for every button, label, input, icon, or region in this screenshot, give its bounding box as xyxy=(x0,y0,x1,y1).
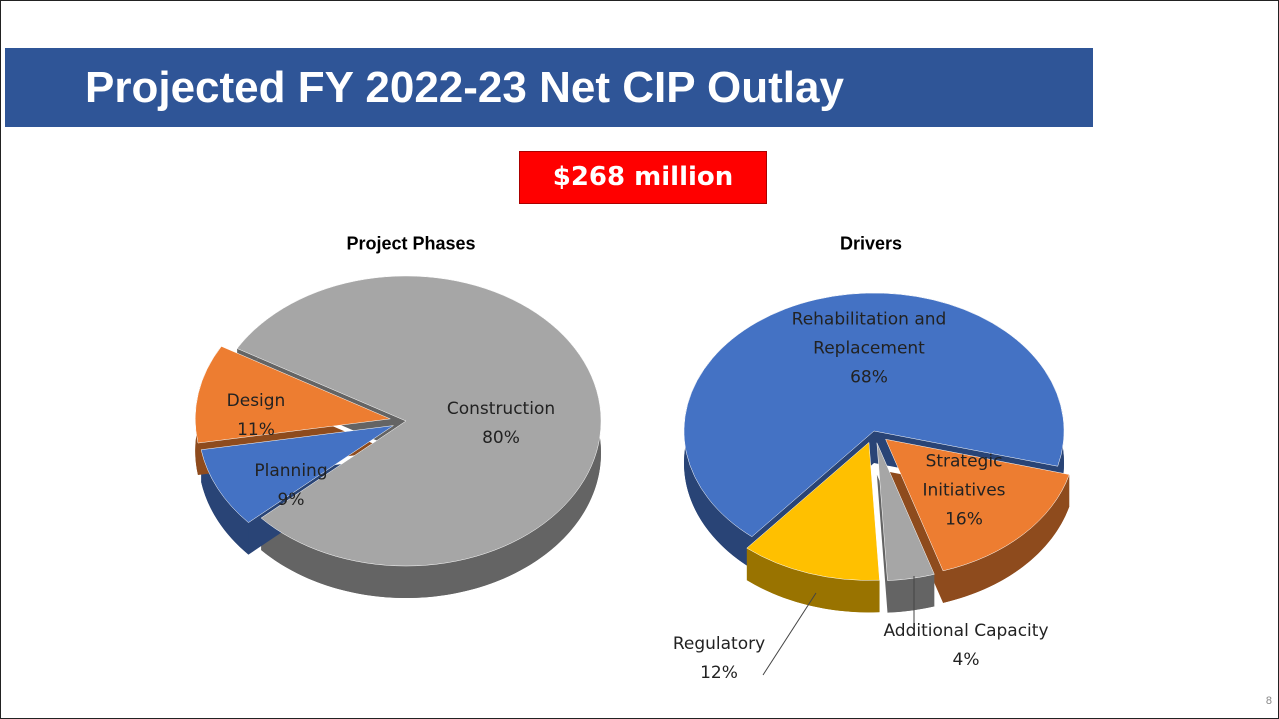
pie-slice xyxy=(200,425,394,523)
pie-slice xyxy=(885,438,1070,572)
page-number: 8 xyxy=(1265,695,1272,707)
category-label: Rehabilitation and Replacement xyxy=(791,309,947,359)
value-label: 80% xyxy=(482,428,520,448)
value-label: 9% xyxy=(277,490,305,510)
pie-side xyxy=(887,574,935,613)
slice-label: Strategic Initiatives 16% xyxy=(909,448,1019,535)
slice-label: Construction 80% xyxy=(401,395,601,453)
category-label: Additional Capacity xyxy=(883,621,1049,641)
chart-title: Drivers xyxy=(839,233,903,254)
category-label: Construction xyxy=(446,399,556,419)
value-label: 11% xyxy=(237,420,275,440)
slice-label: Regulatory 12% xyxy=(619,630,819,688)
pie-slice xyxy=(876,442,935,581)
slide-title: Projected FY 2022-23 Net CIP Outlay xyxy=(85,63,844,112)
total-badge: $268 million xyxy=(519,151,767,204)
category-label: Regulatory xyxy=(672,634,766,654)
pie-slice xyxy=(746,441,880,581)
pie-side xyxy=(943,474,1070,603)
pie-side xyxy=(684,293,1064,569)
value-label: 16% xyxy=(945,509,983,530)
value-label: 4% xyxy=(952,650,980,670)
leader-line xyxy=(762,592,817,676)
pie-slice xyxy=(195,346,392,444)
pie-side xyxy=(746,548,880,613)
slice-label: Rehabilitation and Replacement 68% xyxy=(774,306,964,393)
slice-label: Design 11% xyxy=(156,387,356,445)
pie-side xyxy=(201,449,249,555)
category-label: Strategic Initiatives xyxy=(922,451,1006,501)
value-label: 68% xyxy=(850,367,888,388)
slice-label: Planning 9% xyxy=(191,457,391,515)
pie-slice xyxy=(683,292,1065,538)
slice-label: Additional Capacity 4% xyxy=(866,617,1066,675)
chart-title: Project Phases xyxy=(346,233,476,254)
category-label: Design xyxy=(226,391,286,411)
header-bar: Projected FY 2022-23 Net CIP Outlay xyxy=(5,48,1093,127)
value-label: 12% xyxy=(700,663,738,683)
pie-slice xyxy=(236,275,602,567)
category-label: Planning xyxy=(254,461,328,481)
